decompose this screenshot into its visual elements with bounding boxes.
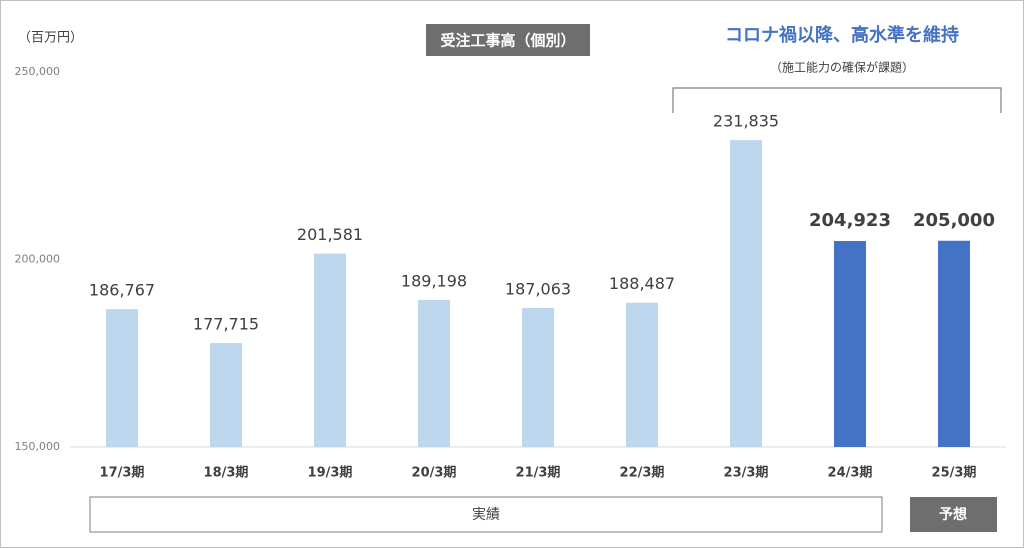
x-tick-label: 24/3期 — [828, 466, 873, 481]
annotation: コロナ禍以降、高水準を維持 — [725, 24, 959, 46]
value-label: 188,487 — [609, 274, 675, 293]
annotation-note: （施工能力の確保が課題） — [770, 60, 914, 75]
group-label: 予想 — [939, 506, 967, 523]
bar — [730, 140, 762, 447]
x-tick-label: 19/3期 — [308, 466, 353, 481]
value-label: 186,767 — [89, 281, 155, 300]
x-tick-label: 18/3期 — [204, 466, 249, 481]
bar — [314, 253, 346, 447]
chart-title: 受注工事高（個別） — [440, 32, 575, 50]
bar — [106, 309, 138, 447]
group-label: 実績 — [472, 507, 500, 523]
bracket — [672, 87, 1002, 113]
value-label: 201,581 — [297, 225, 363, 244]
y-tick-label: 250,000 — [15, 65, 61, 78]
x-tick-label: 20/3期 — [412, 466, 457, 481]
bar — [938, 240, 970, 447]
unit-label: （百万円） — [18, 31, 83, 46]
x-tick-label: 22/3期 — [620, 466, 665, 481]
y-tick-label: 150,000 — [15, 440, 61, 453]
bar — [522, 308, 554, 447]
group-box — [910, 497, 997, 532]
bar — [418, 300, 450, 447]
group-box — [89, 496, 883, 533]
bar — [834, 241, 866, 447]
value-label: 205,000 — [913, 210, 995, 231]
value-label: 231,835 — [713, 112, 779, 131]
value-label: 204,923 — [809, 210, 891, 231]
value-label: 187,063 — [505, 280, 571, 299]
value-label: 189,198 — [401, 272, 467, 291]
value-label: 177,715 — [193, 315, 259, 334]
x-tick-label: 21/3期 — [516, 466, 561, 481]
bar — [210, 343, 242, 447]
x-tick-label: 25/3期 — [932, 466, 977, 481]
x-tick-label: 23/3期 — [724, 466, 769, 481]
title-box — [426, 24, 590, 56]
x-tick-label: 17/3期 — [100, 466, 145, 481]
bar — [626, 302, 658, 447]
y-tick-label: 200,000 — [15, 253, 61, 266]
